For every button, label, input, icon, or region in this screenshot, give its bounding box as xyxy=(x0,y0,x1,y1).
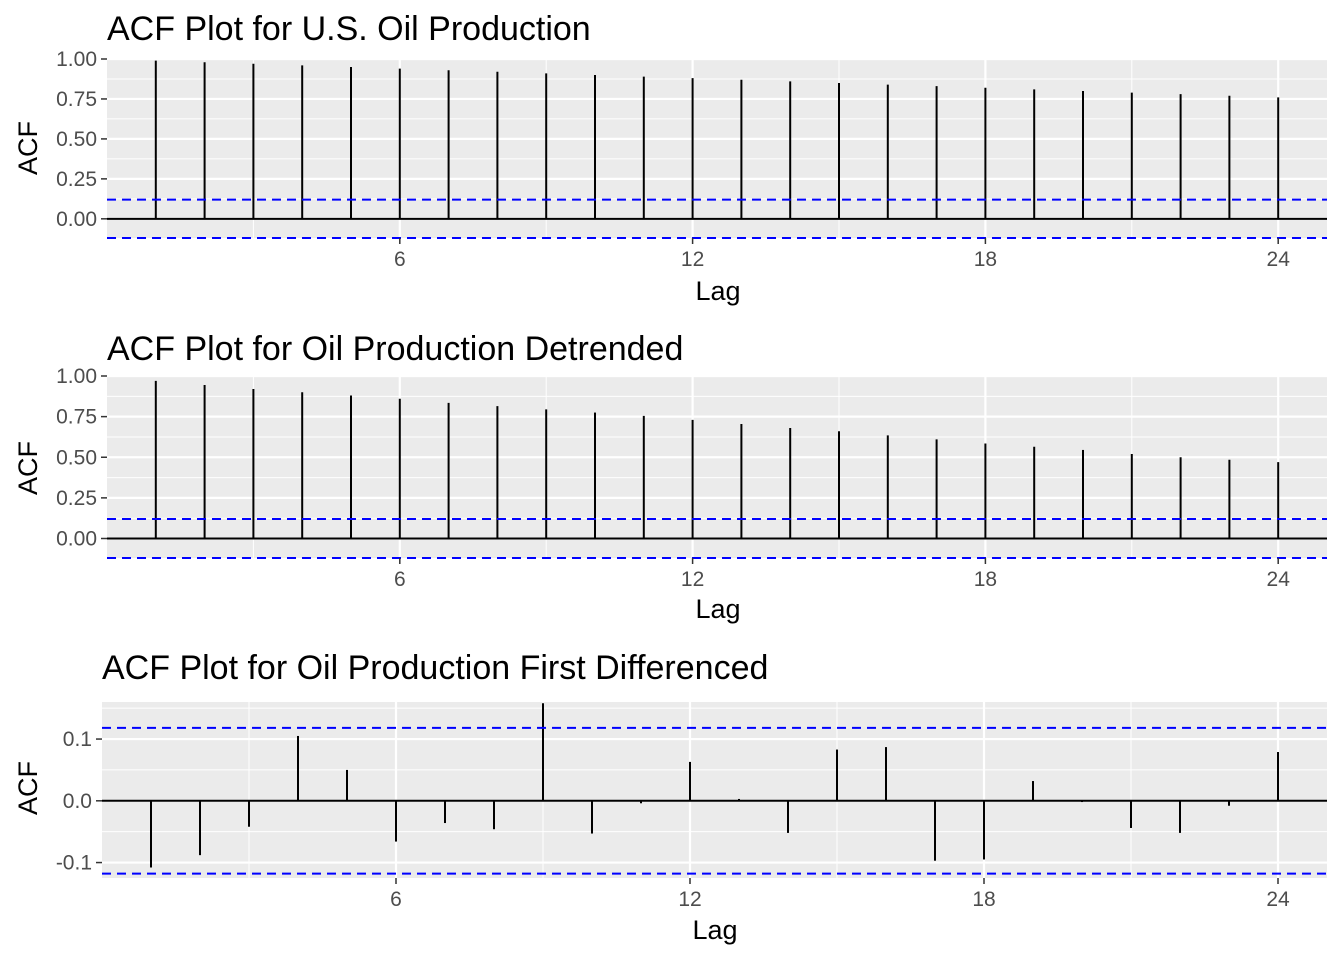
panel-background xyxy=(107,376,1327,558)
acf-chart-oil-first-differenced: ACF Plot for Oil Production First Differ… xyxy=(13,649,1327,945)
y-axis-label: ACF xyxy=(13,121,43,175)
chart-title: ACF Plot for Oil Production First Differ… xyxy=(102,649,768,687)
plot-area xyxy=(107,57,1327,239)
x-tick-label: 12 xyxy=(681,568,704,591)
panel-background xyxy=(102,702,1327,878)
y-tick-label: 0.75 xyxy=(56,406,97,429)
y-tick-label: 0.25 xyxy=(56,168,97,191)
acf-chart-oil-detrended: ACF Plot for Oil Production Detrended La… xyxy=(13,330,1327,624)
acf-chart-oil-production: ACF Plot for U.S. Oil Production Lag ACF… xyxy=(13,10,1327,306)
x-tick-label: 24 xyxy=(1266,888,1290,911)
y-tick-label: 0.75 xyxy=(56,88,97,111)
y-tick-label: 0.00 xyxy=(56,208,97,231)
y-tick-label: 1.00 xyxy=(56,365,97,388)
y-tick-label: 0.25 xyxy=(56,487,97,510)
chart-title: ACF Plot for U.S. Oil Production xyxy=(107,10,591,48)
x-axis-label: Lag xyxy=(692,915,737,945)
y-tick-label: -0.1 xyxy=(56,852,92,875)
x-tick-label: 6 xyxy=(390,888,402,911)
x-tick-label: 18 xyxy=(974,568,997,591)
y-tick-label: 0.50 xyxy=(56,128,97,151)
y-axis-label: ACF xyxy=(13,761,43,815)
x-tick-label: 6 xyxy=(394,568,406,591)
y-tick-label: 1.00 xyxy=(56,48,97,71)
y-tick-label: 0.50 xyxy=(56,446,97,469)
x-tick-label: 18 xyxy=(974,248,997,271)
x-axis-label: Lag xyxy=(695,276,740,306)
y-tick-label: 0.1 xyxy=(63,728,92,751)
y-axis-label: ACF xyxy=(13,441,43,495)
x-tick-label: 6 xyxy=(394,248,406,271)
y-tick-label: 0.0 xyxy=(63,790,92,813)
x-axis-label: Lag xyxy=(695,594,740,624)
x-tick-label: 18 xyxy=(972,888,995,911)
plot-area xyxy=(107,374,1327,559)
x-tick-label: 24 xyxy=(1267,568,1291,591)
chart-title: ACF Plot for Oil Production Detrended xyxy=(107,330,683,368)
y-tick-label: 0.00 xyxy=(56,528,97,551)
x-tick-label: 24 xyxy=(1267,248,1291,271)
x-tick-label: 12 xyxy=(678,888,701,911)
x-tick-label: 12 xyxy=(681,248,704,271)
panel-background xyxy=(107,59,1327,238)
plot-area xyxy=(102,702,1327,878)
